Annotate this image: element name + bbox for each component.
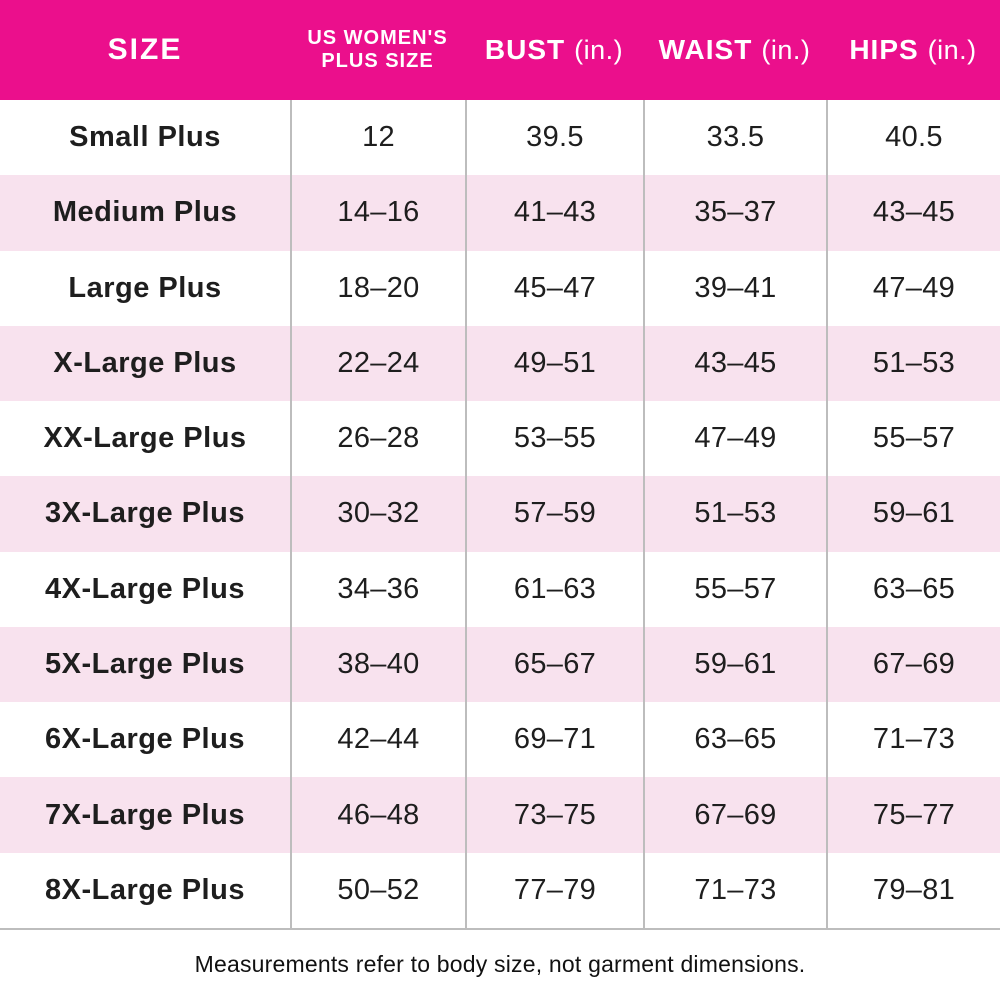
hips-cell: 40.5 (826, 100, 1000, 176)
bust-cell: 41–43 (465, 175, 643, 251)
table-bottom-divider (0, 928, 1000, 930)
table-row-5x-large-plus: 5X-Large Plus 38–40 65–67 59–61 67–69 (0, 626, 1000, 703)
table-row-6x-large-plus: 6X-Large Plus 42–44 69–71 63–65 71–73 (0, 702, 1000, 778)
waist-cell: 63–65 (643, 702, 826, 778)
hips-cell: 51–53 (826, 325, 1000, 402)
table-row-4x-large-plus: 4X-Large Plus 34–36 61–63 55–57 63–65 (0, 551, 1000, 627)
waist-cell: 43–45 (643, 325, 826, 402)
us-plus-size-cell: 46–48 (290, 777, 465, 853)
table-row-large-plus: Large Plus 18–20 45–47 39–41 47–49 (0, 250, 1000, 326)
size-cell: 8X-Large Plus (45, 873, 245, 906)
bust-cell: 65–67 (465, 626, 643, 703)
bust-cell: 39.5 (465, 100, 643, 176)
hips-cell: 43–45 (826, 175, 1000, 251)
us-plus-size-cell: 18–20 (290, 250, 465, 326)
column-header-size: SIZE (0, 0, 290, 100)
us-plus-size-cell: 14–16 (290, 175, 465, 251)
column-header-waist-label: WAIST (658, 34, 753, 65)
waist-cell: 67–69 (643, 777, 826, 853)
column-header-hips: HIPS (in.) (826, 0, 1000, 100)
column-header-us-womens-plus-size: US WOMEN'S PLUS SIZE (290, 0, 465, 100)
us-plus-size-cell: 22–24 (290, 325, 465, 402)
us-plus-size-cell: 38–40 (290, 626, 465, 703)
bust-cell: 45–47 (465, 250, 643, 326)
us-plus-size-cell: 42–44 (290, 702, 465, 778)
waist-cell: 39–41 (643, 250, 826, 326)
size-cell: XX-Large Plus (43, 422, 247, 455)
bust-cell: 49–51 (465, 325, 643, 402)
size-cell: 5X-Large Plus (45, 647, 245, 680)
table-row-3x-large-plus: 3X-Large Plus 30–32 57–59 51–53 59–61 (0, 476, 1000, 552)
size-cell: 7X-Large Plus (45, 798, 245, 831)
column-header-size-label: SIZE (107, 33, 183, 66)
bust-cell: 69–71 (465, 702, 643, 778)
hips-cell: 71–73 (826, 702, 1000, 778)
size-cell: Small Plus (69, 121, 221, 154)
size-cell: X-Large Plus (53, 346, 237, 379)
column-header-line1: US WOMEN'S (307, 27, 448, 49)
table-header-row: SIZE US WOMEN'S PLUS SIZE BUST (in.) WAI… (0, 0, 1000, 100)
hips-cell: 67–69 (826, 626, 1000, 703)
bust-cell: 73–75 (465, 777, 643, 853)
waist-cell: 55–57 (643, 551, 826, 627)
us-plus-size-cell: 34–36 (290, 551, 465, 627)
column-header-bust-label: BUST (484, 34, 566, 65)
column-header-hips-unit: (in.) (927, 34, 977, 65)
table-row-small-plus: Small Plus 12 39.5 33.5 40.5 (0, 100, 1000, 176)
measurement-note: Measurements refer to body size, not gar… (194, 950, 806, 977)
column-header-waist-unit: (in.) (761, 34, 811, 65)
waist-cell: 47–49 (643, 401, 826, 477)
us-plus-size-cell: 30–32 (290, 476, 465, 552)
column-header-bust: BUST (in.) (465, 0, 643, 100)
us-plus-size-cell: 12 (290, 100, 465, 176)
table-row-7x-large-plus: 7X-Large Plus 46–48 73–75 67–69 75–77 (0, 777, 1000, 853)
bust-cell: 57–59 (465, 476, 643, 552)
bust-cell: 61–63 (465, 551, 643, 627)
table-row-8x-large-plus: 8X-Large Plus 50–52 77–79 71–73 79–81 (0, 852, 1000, 928)
size-cell: Medium Plus (52, 196, 238, 229)
column-header-waist: WAIST (in.) (643, 0, 826, 100)
hips-cell: 75–77 (826, 777, 1000, 853)
hips-cell: 55–57 (826, 401, 1000, 477)
table-body: Small Plus 12 39.5 33.5 40.5 Medium Plus… (0, 100, 1000, 928)
bust-cell: 53–55 (465, 401, 643, 477)
bust-cell: 77–79 (465, 852, 643, 928)
column-header-us-womens-plus-size-lines: US WOMEN'S PLUS SIZE (307, 27, 447, 73)
column-header-hips-label: HIPS (849, 34, 919, 65)
table-row-medium-plus: Medium Plus 14–16 41–43 35–37 43–45 (0, 175, 1000, 251)
table-row-x-large-plus: X-Large Plus 22–24 49–51 43–45 51–53 (0, 325, 1000, 402)
us-plus-size-cell: 26–28 (290, 401, 465, 477)
table-row-xx-large-plus: XX-Large Plus 26–28 53–55 47–49 55–57 (0, 401, 1000, 477)
column-header-line2: PLUS SIZE (321, 50, 434, 72)
size-cell: Large Plus (68, 271, 222, 304)
size-cell: 6X-Large Plus (45, 723, 245, 756)
waist-cell: 33.5 (643, 100, 826, 176)
waist-cell: 51–53 (643, 476, 826, 552)
waist-cell: 59–61 (643, 626, 826, 703)
waist-cell: 71–73 (643, 852, 826, 928)
hips-cell: 47–49 (826, 250, 1000, 326)
size-cell: 4X-Large Plus (45, 572, 245, 605)
hips-cell: 63–65 (826, 551, 1000, 627)
waist-cell: 35–37 (643, 175, 826, 251)
hips-cell: 79–81 (826, 852, 1000, 928)
column-header-bust-unit: (in.) (574, 34, 624, 65)
us-plus-size-cell: 50–52 (290, 852, 465, 928)
hips-cell: 59–61 (826, 476, 1000, 552)
size-cell: 3X-Large Plus (45, 497, 245, 530)
